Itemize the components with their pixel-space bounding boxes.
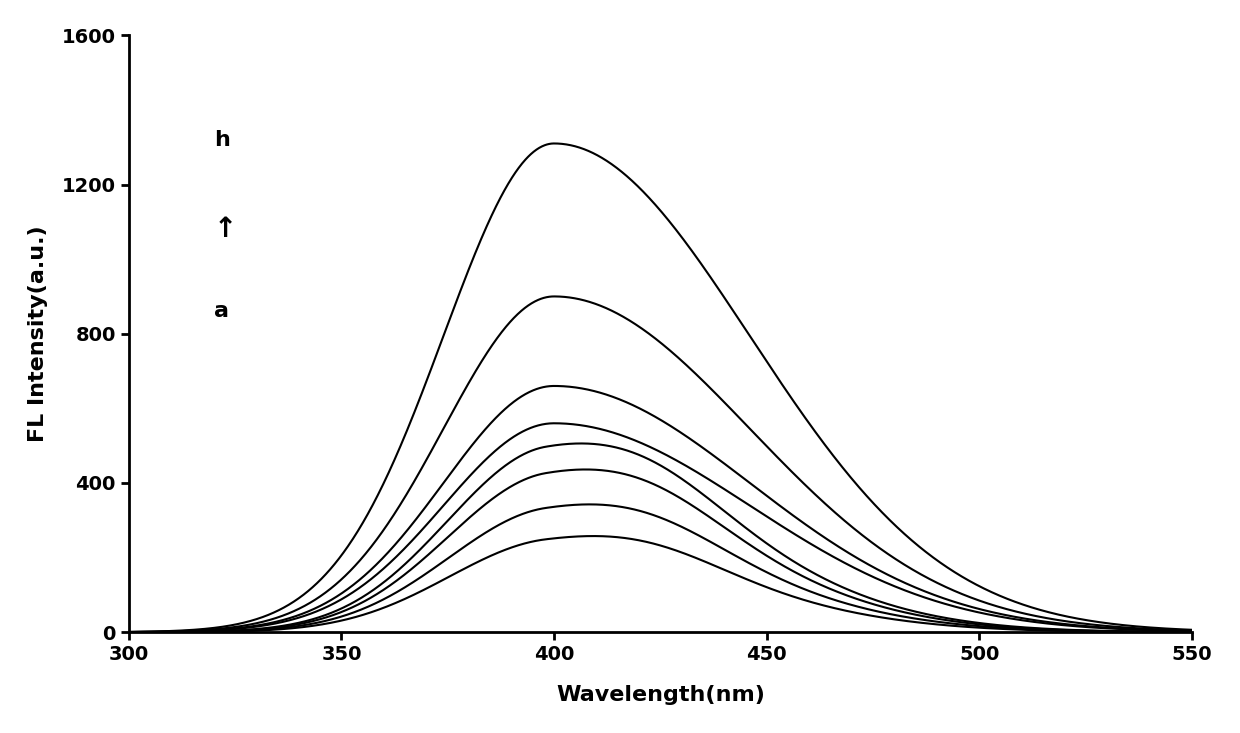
Text: h: h [215, 130, 229, 150]
Text: a: a [215, 301, 229, 321]
Y-axis label: FL Intensity(a.u.): FL Intensity(a.u.) [27, 226, 48, 442]
Text: ↑: ↑ [215, 216, 237, 243]
X-axis label: Wavelength(nm): Wavelength(nm) [556, 685, 765, 705]
